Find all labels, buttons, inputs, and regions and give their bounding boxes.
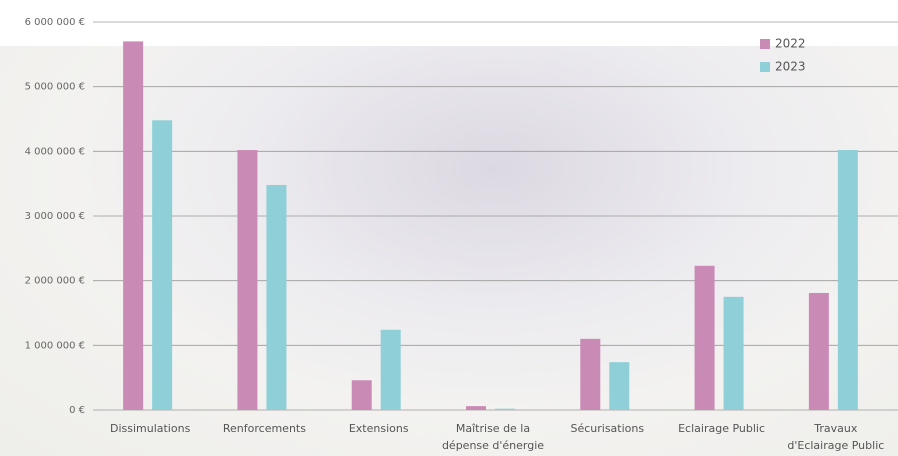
y-tick-label: 2 000 000 € [25, 276, 85, 287]
bar [351, 380, 372, 410]
bar [123, 41, 144, 411]
bar [808, 292, 829, 410]
legend-swatch [760, 62, 770, 72]
bar [609, 362, 630, 410]
x-tick-label: Dissimulations [109, 422, 191, 435]
bar [723, 296, 744, 410]
bar [266, 184, 287, 410]
bar [837, 150, 858, 411]
y-tick-label: 1 000 000 € [25, 340, 85, 351]
y-tick-label: 5 000 000 € [25, 82, 85, 93]
bar [152, 120, 173, 410]
x-tick-label: Sécurisations [570, 422, 645, 435]
bar [466, 406, 486, 410]
x-tick-label: Renforcements [222, 422, 306, 435]
bar [580, 338, 601, 410]
bar [237, 150, 258, 411]
bar [380, 329, 401, 410]
y-tick-label: 0 € [69, 405, 85, 416]
y-tick-label: 6 000 000 € [25, 17, 85, 28]
x-tick-label: Maîtrise de la dépense d'énergie [441, 422, 545, 452]
legend-swatch [760, 39, 770, 49]
background-photo [0, 46, 898, 456]
legend-label: 2022 [775, 37, 806, 51]
bar [694, 265, 715, 410]
legend-label: 2023 [775, 60, 806, 74]
bar [495, 408, 515, 410]
y-tick-label: 3 000 000 € [25, 211, 85, 222]
x-tick-label: Extensions [348, 422, 409, 435]
x-tick-label: Eclairage Public [678, 422, 766, 435]
x-tick-label: Travaux d'Eclairage Public [787, 422, 885, 452]
y-tick-label: 4 000 000 € [25, 146, 85, 157]
